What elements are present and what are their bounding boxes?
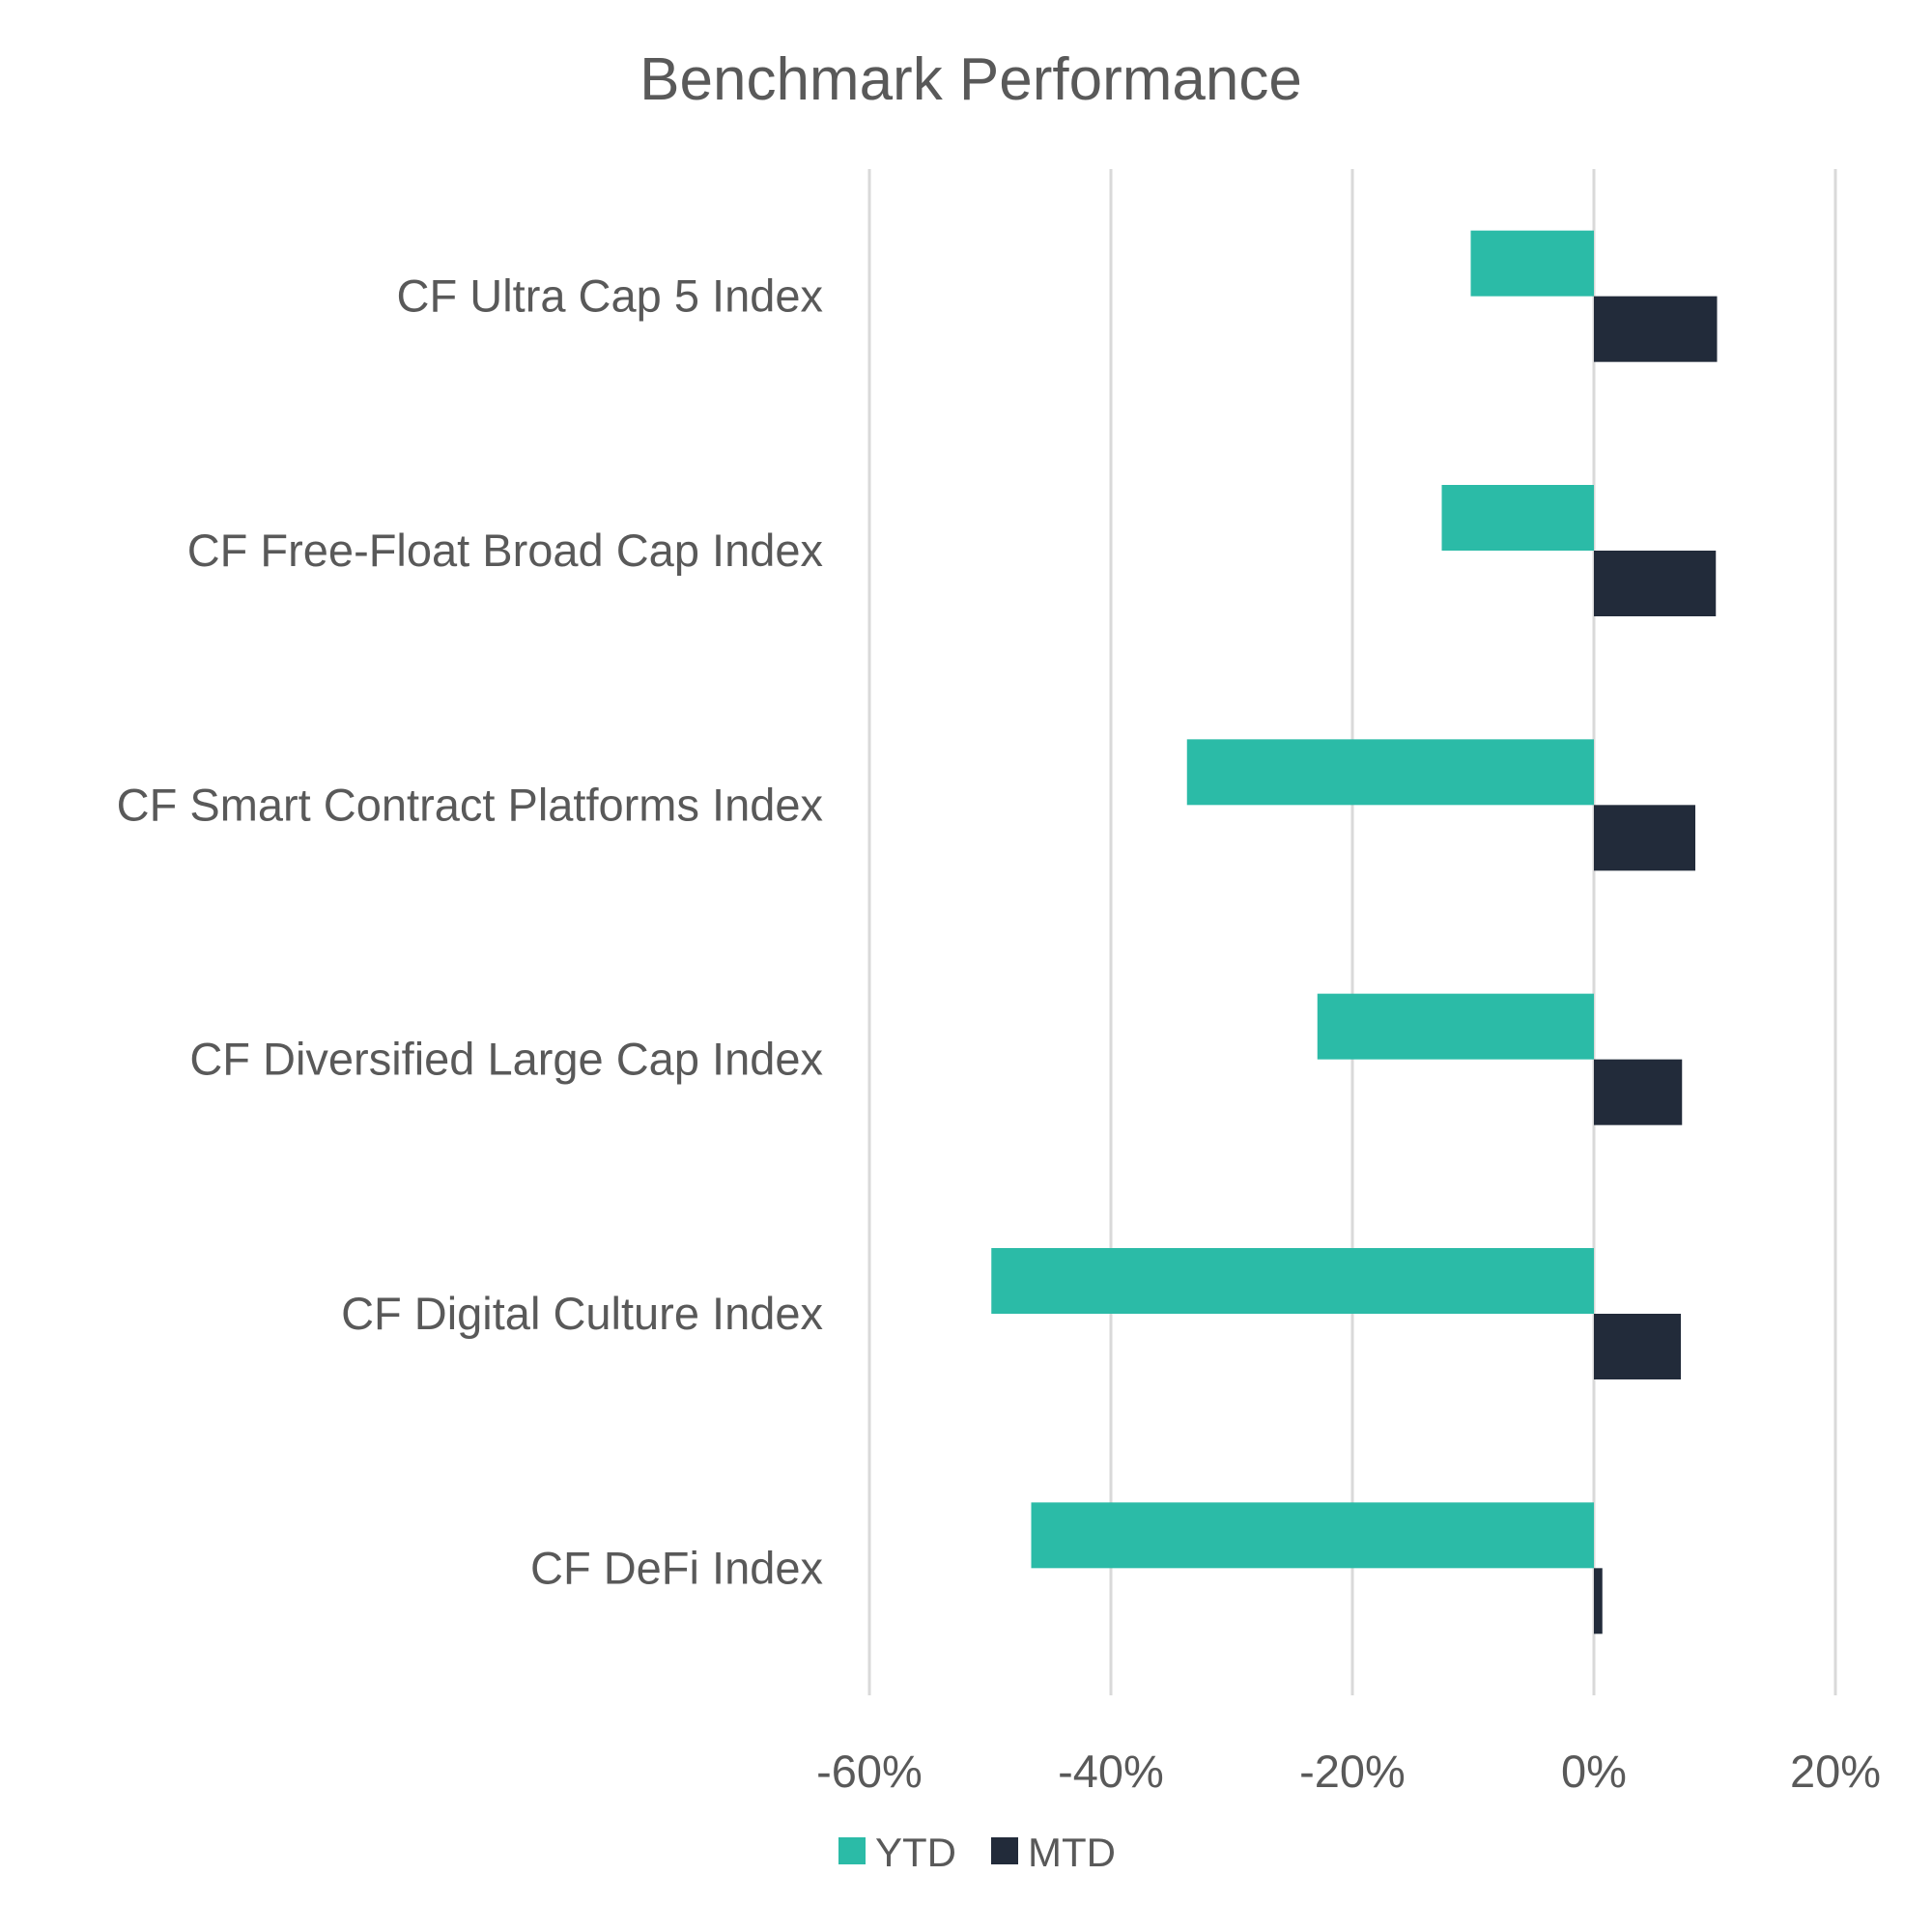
bar-mtd-0 [1594, 296, 1718, 362]
category-label-3: CF Diversified Large Cap Index [189, 1034, 823, 1085]
bar-ytd-4 [991, 1248, 1594, 1314]
bar-ytd-1 [1441, 485, 1594, 551]
bar-mtd-5 [1594, 1568, 1603, 1634]
x-tick-label-3: 0% [1561, 1746, 1627, 1797]
legend-label-mtd: MTD [1028, 1830, 1116, 1875]
category-label-4: CF Digital Culture Index [341, 1288, 823, 1339]
x-axis-tick-labels: -60% -40% -20% 0% 20% [816, 1746, 1881, 1797]
bar-ytd-3 [1317, 993, 1594, 1060]
legend: YTD MTD [838, 1830, 1116, 1875]
bar-mtd-1 [1594, 551, 1717, 616]
legend-label-ytd: YTD [875, 1830, 956, 1875]
x-tick-label-4: 20% [1790, 1746, 1881, 1797]
category-label-5: CF DeFi Index [530, 1542, 823, 1593]
bar-ytd-5 [1031, 1502, 1594, 1569]
bar-mtd-4 [1594, 1314, 1681, 1379]
x-tick-label-2: -20% [1299, 1746, 1406, 1797]
x-tick-label-1: -40% [1058, 1746, 1164, 1797]
legend-swatch-ytd [838, 1837, 866, 1864]
bar-ytd-0 [1470, 230, 1594, 297]
category-label-0: CF Ultra Cap 5 Index [397, 270, 823, 322]
chart-title: Benchmark Performance [639, 46, 1302, 113]
grid-lines [867, 169, 1837, 1695]
bar-mtd-2 [1594, 805, 1695, 871]
bar-ytd-2 [1186, 739, 1594, 806]
legend-swatch-mtd [991, 1837, 1018, 1864]
category-label-2: CF Smart Contract Platforms Index [117, 779, 823, 830]
category-label-1: CF Free-Float Broad Cap Index [187, 525, 823, 576]
x-tick-label-0: -60% [816, 1746, 923, 1797]
bar-mtd-3 [1594, 1059, 1683, 1125]
bars [991, 230, 1718, 1634]
category-labels: CF Ultra Cap 5 Index CF Free-Float Broad … [117, 270, 823, 1594]
